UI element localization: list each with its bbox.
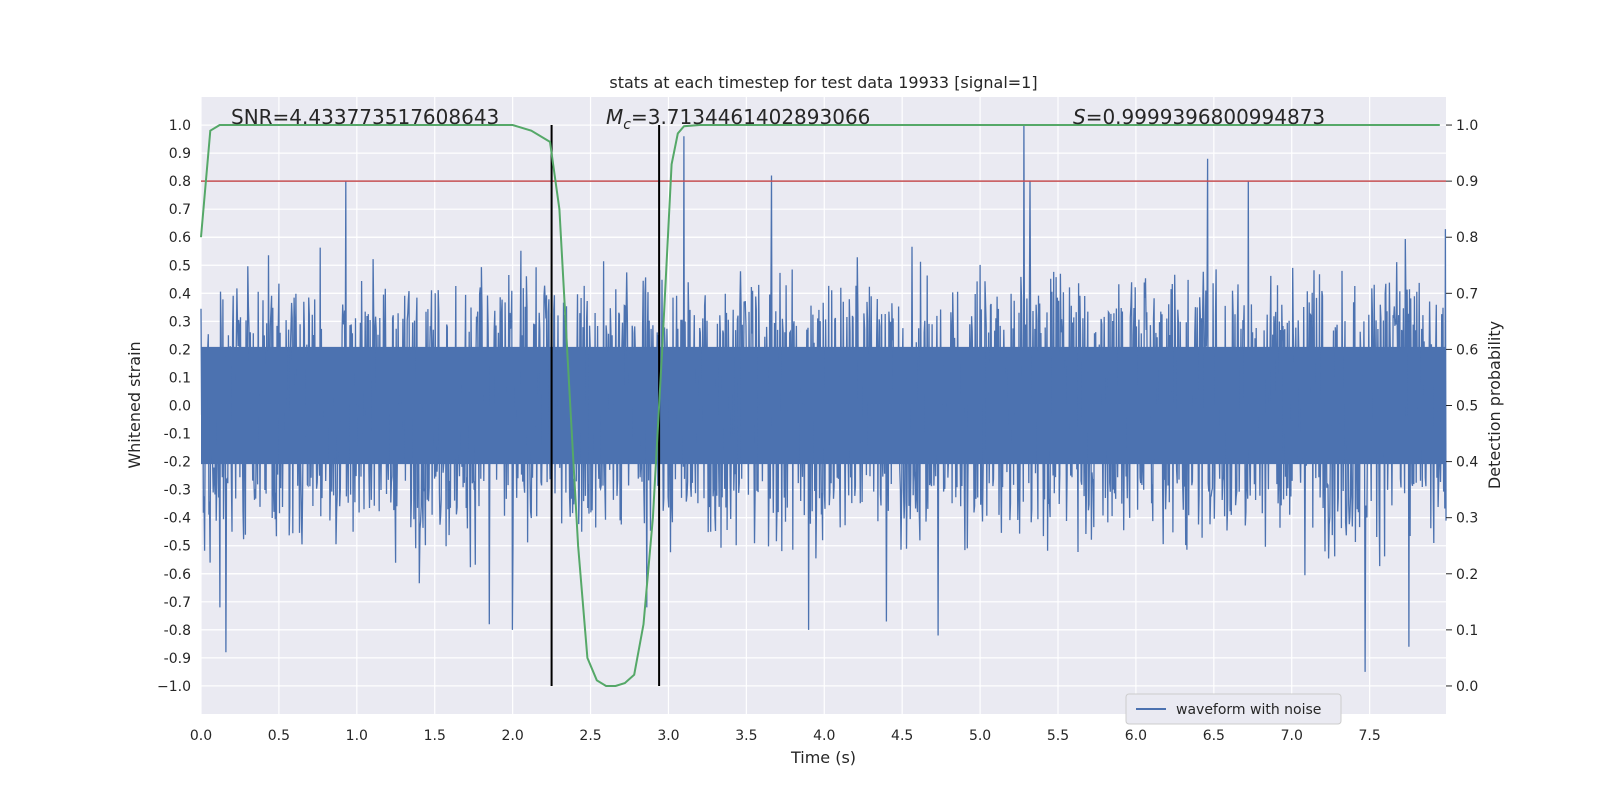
mc-symbol: M	[606, 105, 623, 129]
y-left-tick-label: 0.6	[169, 230, 191, 246]
y-left-tick-label: 0.9	[169, 146, 191, 162]
y-left-tick-label: 0.8	[169, 174, 191, 190]
waveform-series	[200, 124, 1447, 672]
x-tick-label: 5.0	[969, 728, 991, 744]
x-tick-label: 3.0	[657, 728, 679, 744]
y-left-tick-label: -0.5	[164, 539, 191, 555]
x-tick-label: 0.0	[190, 728, 212, 744]
y-left-tick-label: 0.4	[169, 286, 191, 302]
detection-probability-line	[200, 124, 1440, 687]
s-annotation: S=0.9999396800994873	[1073, 105, 1325, 129]
y-right-tick-label: 0.7	[1456, 286, 1478, 302]
y-left-tick-label: 0.3	[169, 314, 191, 330]
mc-subscript: c	[623, 117, 631, 133]
y-right-tick-label: 0.4	[1456, 455, 1478, 471]
y-left-tick-label: −1.0	[157, 679, 191, 695]
y-right-tick-label: 0.2	[1456, 567, 1478, 583]
y-right-tick-label: 0.0	[1456, 679, 1478, 695]
x-tick-label: 1.0	[346, 728, 368, 744]
s-value: =0.9999396800994873	[1086, 105, 1325, 129]
y-left-tick-label: 0.0	[169, 399, 191, 415]
y-axis-right-ticks: 0.0 0.1 0.2 0.3 0.4 0.5 0.6 0.7 0.8 0.9 1.0	[1446, 118, 1478, 695]
y-left-tick-label: -0.9	[164, 651, 191, 667]
snr-annotation: SNR=4.433773517608643	[231, 105, 499, 129]
x-tick-label: 6.5	[1203, 728, 1225, 744]
y-left-tick-label: -0.2	[164, 455, 191, 471]
y-left-tick-label: -0.3	[164, 483, 191, 499]
x-tick-label: 0.5	[268, 728, 290, 744]
legend-box	[1125, 693, 1342, 725]
y-left-tick-label: 0.2	[169, 342, 191, 358]
y-left-tick-label: 0.1	[169, 370, 191, 386]
y-left-tick-label: 0.7	[169, 202, 191, 218]
x-tick-label: 4.0	[813, 728, 835, 744]
y-left-tick-label: -0.7	[164, 595, 191, 611]
x-tick-label: 3.5	[735, 728, 757, 744]
x-axis-ticks: 0.0 0.5 1.0 1.5 2.0 2.5 3.0 3.5 4.0 4.5 5.0 5.5 6.0 6…	[190, 728, 1381, 744]
y-right-tick-label: 0.6	[1456, 342, 1478, 358]
x-tick-label: 5.5	[1047, 728, 1069, 744]
y-right-tick-label: 0.1	[1456, 623, 1478, 639]
x-tick-label: 6.0	[1125, 728, 1147, 744]
x-axis-label: Time (s)	[790, 748, 856, 767]
y-axis-left-ticks: 1.0 0.9 0.8 0.7 0.6 0.5 0.4 0.3 0.2 0.1 0.0 -0.1 -0.…	[157, 118, 191, 695]
y-axis-left-label: Whitened strain	[125, 341, 144, 468]
legend-label: waveform with noise	[1176, 702, 1321, 718]
y-axis-right-label: Detection probability	[1485, 321, 1504, 489]
y-right-tick-label: 0.3	[1456, 511, 1478, 527]
x-tick-label: 2.0	[502, 728, 524, 744]
chart-title: stats at each timestep for test data 199…	[609, 73, 1037, 92]
y-right-tick-label: 0.8	[1456, 230, 1478, 246]
x-tick-label: 7.5	[1359, 728, 1381, 744]
mc-value: =3.7134461402893066	[631, 105, 870, 129]
x-tick-label: 4.5	[891, 728, 913, 744]
y-left-tick-label: -0.4	[164, 511, 191, 527]
waveform-line	[200, 124, 1447, 672]
y-right-tick-label: 0.5	[1456, 399, 1478, 415]
y-right-tick-label: 1.0	[1456, 118, 1478, 134]
x-tick-label: 2.5	[579, 728, 601, 744]
legend: waveform with noise	[1125, 693, 1342, 725]
mc-annotation: Mc=3.7134461402893066	[606, 105, 870, 133]
x-tick-label: 7.0	[1281, 728, 1303, 744]
y-left-tick-label: 1.0	[169, 118, 191, 134]
y-right-tick-label: 0.9	[1456, 174, 1478, 190]
x-tick-label: 1.5	[424, 728, 446, 744]
y-left-tick-label: -0.1	[164, 427, 191, 443]
s-symbol: S	[1073, 105, 1086, 129]
y-left-tick-label: -0.8	[164, 623, 191, 639]
y-left-tick-label: -0.6	[164, 567, 191, 583]
y-left-tick-label: 0.5	[169, 258, 191, 274]
